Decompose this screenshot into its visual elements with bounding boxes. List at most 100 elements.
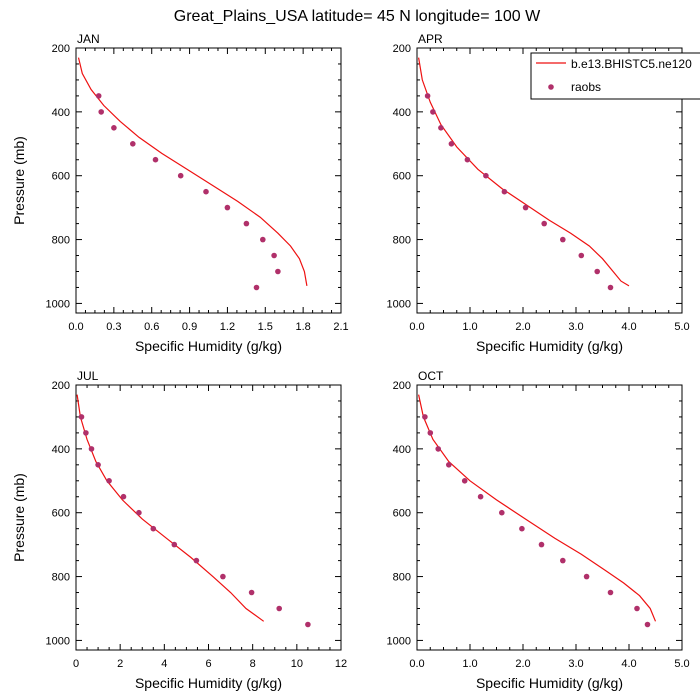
y-tick-label: 200 — [393, 43, 411, 55]
data-point-raobs — [130, 141, 136, 147]
data-point-raobs — [224, 204, 231, 211]
data-point-raobs — [276, 605, 283, 612]
data-point-raobs — [438, 125, 444, 131]
data-point-raobs — [220, 573, 226, 580]
y-tick-label: 200 — [393, 380, 411, 392]
x-tick-label: 1.2 — [220, 321, 235, 333]
y-tick-label: 1000 — [387, 298, 411, 310]
y-tick-label: 800 — [393, 572, 411, 584]
x-tick-label: 0.0 — [68, 321, 83, 333]
y-tick-label: 800 — [52, 572, 70, 584]
y-tick-label: 400 — [52, 107, 70, 119]
data-point-raobs — [448, 141, 455, 147]
x-tick-label: 0.0 — [409, 658, 424, 670]
legend-label-raobs: raobs — [571, 80, 601, 94]
data-point-raobs — [446, 462, 452, 468]
legend-box — [530, 52, 700, 100]
x-tick-label: 12 — [335, 658, 347, 670]
data-point-raobs — [644, 621, 651, 628]
data-point-raobs — [243, 220, 250, 227]
x-tick-label: 1.5 — [258, 321, 273, 333]
y-tick-label: 600 — [52, 508, 70, 520]
x-tick-label: 0.6 — [144, 321, 159, 333]
x-tick-label: 8 — [250, 658, 256, 670]
panel-title: APR — [418, 32, 443, 46]
panel-oct: OCT 0.0 1.0 2.0 3.0 4.0 5.0 200 400 600 800 1000 Spe… — [387, 369, 690, 691]
data-point-raobs — [260, 236, 266, 243]
x-tick-label: 10 — [291, 658, 303, 670]
data-point-raobs — [111, 125, 117, 131]
y-tick-label: 400 — [52, 444, 70, 456]
data-point-raobs — [136, 509, 142, 516]
x-tick-label: 4.0 — [621, 321, 636, 333]
x-tick-label: 0.9 — [182, 321, 197, 333]
data-point-raobs — [560, 557, 566, 564]
x-tick-label: 4.0 — [621, 658, 636, 670]
data-point-raobs — [152, 156, 159, 163]
data-point-raobs — [193, 557, 200, 564]
legend: b.e13.BHISTC5.ne120 raobs — [530, 52, 700, 100]
y-tick-label: 1000 — [46, 298, 70, 310]
y-tick-label: 200 — [52, 43, 70, 55]
data-point-raobs — [424, 93, 431, 99]
y-tick-label: 800 — [393, 235, 411, 247]
data-point-raobs — [271, 252, 277, 259]
plot-frame — [75, 384, 342, 651]
data-point-raobs — [120, 493, 127, 500]
panel-title: JAN — [77, 32, 100, 46]
data-point-raobs — [88, 446, 95, 452]
data-point-raobs — [435, 446, 442, 452]
data-point-raobs — [560, 236, 566, 243]
y-tick-label: 600 — [393, 171, 411, 183]
data-point-raobs — [305, 621, 311, 628]
panel-apr: APR 0.0 1.0 2.0 3.0 4.0 5.0 200 400 600 800 1000 Spe… — [387, 32, 690, 354]
y-tick-label: 600 — [52, 171, 70, 183]
data-point-raobs — [607, 589, 614, 596]
x-tick-label: 3.0 — [568, 321, 583, 333]
x-tick-label: 2.0 — [515, 321, 530, 333]
data-point-raobs — [78, 414, 85, 420]
x-tick-label: 4 — [161, 658, 167, 670]
x-tick-label: 2.1 — [333, 321, 348, 333]
data-point-raobs — [607, 284, 614, 291]
y-tick-label: 400 — [393, 107, 411, 119]
data-point-raobs — [634, 605, 640, 612]
x-axis-label: Specific Humidity (g/kg) — [476, 675, 623, 691]
data-point-raobs — [422, 414, 428, 420]
y-axis-label: Pressure (mb) — [11, 473, 27, 562]
y-tick-label: 200 — [52, 380, 70, 392]
data-point-raobs — [538, 541, 545, 548]
x-tick-label: 2.0 — [515, 658, 530, 670]
data-point-raobs — [427, 430, 434, 436]
x-tick-label: 6 — [205, 658, 211, 670]
figure-title: Great_Plains_USA latitude= 45 N longitud… — [174, 8, 541, 25]
data-point-raobs — [464, 156, 471, 163]
data-point-raobs — [578, 252, 585, 259]
x-axis-label: Specific Humidity (g/kg) — [135, 675, 282, 691]
legend-label-model: b.e13.BHISTC5.ne120 — [571, 57, 692, 71]
data-point-raobs — [171, 541, 178, 548]
data-point-raobs — [177, 172, 184, 179]
y-tick-label: 1000 — [387, 635, 411, 647]
data-point-raobs — [150, 525, 157, 532]
data-point-raobs — [83, 430, 89, 436]
panel-jul: JUL 0 2 4 6 8 10 12 200 400 600 800 1000 Specific Hum… — [11, 369, 347, 691]
series-line-model — [77, 57, 308, 287]
data-point-raobs — [477, 493, 484, 500]
x-tick-label: 1.0 — [462, 658, 477, 670]
plot-frame — [75, 47, 342, 314]
x-tick-label: 1.8 — [295, 321, 310, 333]
panel-title: OCT — [418, 369, 444, 383]
panel-title: JUL — [77, 369, 99, 383]
x-tick-label: 5.0 — [674, 321, 689, 333]
data-point-raobs — [248, 589, 255, 596]
series-line-model — [76, 394, 265, 622]
data-point-raobs — [106, 478, 112, 484]
x-axis-label: Specific Humidity (g/kg) — [476, 338, 623, 354]
data-point-raobs — [499, 509, 505, 516]
data-point-raobs — [95, 93, 102, 99]
x-tick-label: 0.0 — [409, 321, 424, 333]
data-point-raobs — [501, 188, 508, 195]
x-tick-label: 2 — [117, 658, 123, 670]
